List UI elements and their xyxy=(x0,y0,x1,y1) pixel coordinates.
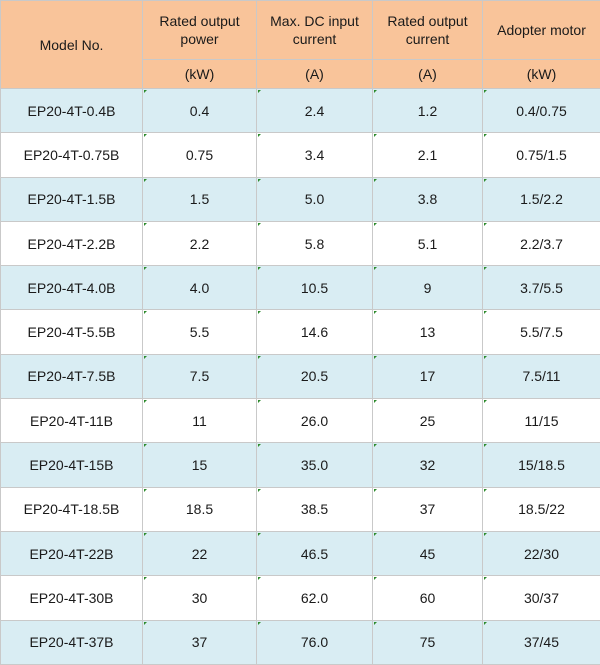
cell-model: EP20-4T-2.2B xyxy=(1,221,143,265)
cell-out-current: 25 xyxy=(373,399,483,443)
cell-out-current: 13 xyxy=(373,310,483,354)
cell-dc-input: 26.0 xyxy=(257,399,373,443)
cell-model: EP20-4T-15B xyxy=(1,443,143,487)
cell-model: EP20-4T-5.5B xyxy=(1,310,143,354)
cell-dc-input: 20.5 xyxy=(257,354,373,398)
cell-power: 0.75 xyxy=(143,133,257,177)
cell-out-current: 2.1 xyxy=(373,133,483,177)
table-header: Model No. Rated output power Max. DC inp… xyxy=(1,1,600,89)
cell-motor: 37/45 xyxy=(483,620,600,664)
cell-motor: 7.5/11 xyxy=(483,354,600,398)
cell-motor: 3.7/5.5 xyxy=(483,266,600,310)
cell-motor: 18.5/22 xyxy=(483,487,600,531)
cell-dc-input: 62.0 xyxy=(257,576,373,620)
header-power: Rated output power xyxy=(143,1,257,60)
cell-motor: 0.75/1.5 xyxy=(483,133,600,177)
cell-model: EP20-4T-4.0B xyxy=(1,266,143,310)
unit-out-current: (A) xyxy=(373,60,483,89)
cell-model: EP20-4T-30B xyxy=(1,576,143,620)
cell-power: 22 xyxy=(143,531,257,575)
cell-model: EP20-4T-11B xyxy=(1,399,143,443)
header-model: Model No. xyxy=(1,1,143,89)
cell-dc-input: 10.5 xyxy=(257,266,373,310)
cell-power: 18.5 xyxy=(143,487,257,531)
cell-model: EP20-4T-0.4B xyxy=(1,89,143,133)
cell-power: 15 xyxy=(143,443,257,487)
cell-model: EP20-4T-0.75B xyxy=(1,133,143,177)
cell-dc-input: 5.8 xyxy=(257,221,373,265)
cell-out-current: 17 xyxy=(373,354,483,398)
cell-dc-input: 76.0 xyxy=(257,620,373,664)
header-out-current: Rated output current xyxy=(373,1,483,60)
cell-dc-input: 5.0 xyxy=(257,177,373,221)
cell-model: EP20-4T-22B xyxy=(1,531,143,575)
cell-motor: 22/30 xyxy=(483,531,600,575)
cell-dc-input: 35.0 xyxy=(257,443,373,487)
cell-dc-input: 46.5 xyxy=(257,531,373,575)
unit-motor: (kW) xyxy=(483,60,600,89)
cell-out-current: 45 xyxy=(373,531,483,575)
cell-motor: 1.5/2.2 xyxy=(483,177,600,221)
cell-motor: 2.2/3.7 xyxy=(483,221,600,265)
cell-out-current: 37 xyxy=(373,487,483,531)
cell-power: 0.4 xyxy=(143,89,257,133)
header-dc-input: Max. DC input current xyxy=(257,1,373,60)
unit-power: (kW) xyxy=(143,60,257,89)
cell-motor: 11/15 xyxy=(483,399,600,443)
cell-motor: 15/18.5 xyxy=(483,443,600,487)
cell-dc-input: 14.6 xyxy=(257,310,373,354)
cell-power: 30 xyxy=(143,576,257,620)
cell-out-current: 1.2 xyxy=(373,89,483,133)
cell-power: 4.0 xyxy=(143,266,257,310)
header-motor: Adopter motor xyxy=(483,1,600,60)
cell-out-current: 3.8 xyxy=(373,177,483,221)
unit-dc-input: (A) xyxy=(257,60,373,89)
cell-power: 2.2 xyxy=(143,221,257,265)
cell-out-current: 75 xyxy=(373,620,483,664)
cell-model: EP20-4T-18.5B xyxy=(1,487,143,531)
cell-out-current: 5.1 xyxy=(373,221,483,265)
cell-power: 37 xyxy=(143,620,257,664)
cell-motor: 5.5/7.5 xyxy=(483,310,600,354)
cell-power: 5.5 xyxy=(143,310,257,354)
cell-out-current: 32 xyxy=(373,443,483,487)
cell-motor: 30/37 xyxy=(483,576,600,620)
cell-dc-input: 3.4 xyxy=(257,133,373,177)
cell-power: 7.5 xyxy=(143,354,257,398)
cell-power: 11 xyxy=(143,399,257,443)
cell-model: EP20-4T-1.5B xyxy=(1,177,143,221)
cell-model: EP20-4T-7.5B xyxy=(1,354,143,398)
cell-dc-input: 38.5 xyxy=(257,487,373,531)
cell-power: 1.5 xyxy=(143,177,257,221)
cell-motor: 0.4/0.75 xyxy=(483,89,600,133)
cell-out-current: 60 xyxy=(373,576,483,620)
cell-out-current: 9 xyxy=(373,266,483,310)
cell-dc-input: 2.4 xyxy=(257,89,373,133)
cell-model: EP20-4T-37B xyxy=(1,620,143,664)
